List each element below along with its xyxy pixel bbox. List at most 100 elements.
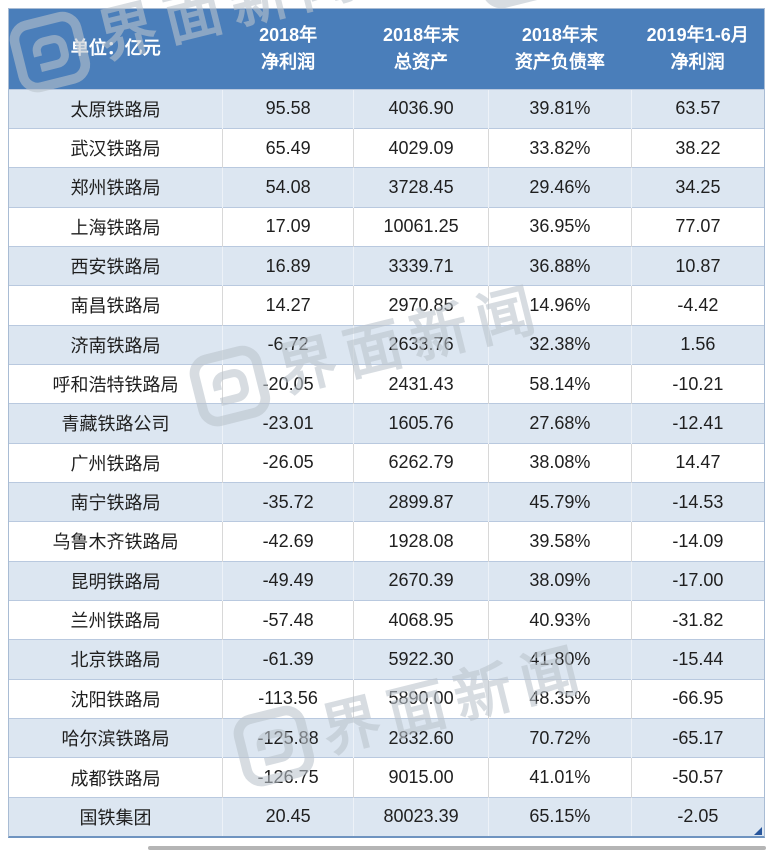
entity-name-cell: 武汉铁路局 bbox=[9, 127, 223, 168]
value-cell: 48.35% bbox=[487, 678, 632, 719]
value-cell: -113.56 bbox=[222, 678, 354, 719]
entity-name-cell: 乌鲁木齐铁路局 bbox=[9, 521, 223, 562]
value-cell: -61.39 bbox=[222, 639, 354, 680]
table-row: 沈阳铁路局 -113.56 5890.00 48.35% -66.95 bbox=[9, 678, 764, 719]
entity-name-cell: 成都铁路局 bbox=[9, 757, 223, 798]
value-cell: 38.22 bbox=[630, 127, 764, 168]
value-cell: -17.00 bbox=[630, 560, 764, 601]
table-row: 昆明铁路局 -49.49 2670.39 38.09% -17.00 bbox=[9, 560, 764, 601]
value-cell: 3728.45 bbox=[353, 167, 489, 208]
value-cell: 80023.39 bbox=[353, 796, 489, 836]
value-cell: 4068.95 bbox=[353, 599, 489, 640]
value-cell: 70.72% bbox=[487, 717, 632, 758]
value-cell: -14.53 bbox=[630, 481, 764, 522]
entity-name-cell: 上海铁路局 bbox=[9, 206, 223, 247]
table-row: 国铁集团 20.45 80023.39 65.15% -2.05 bbox=[9, 796, 764, 836]
table-row: 北京铁路局 -61.39 5922.30 41.80% -15.44 bbox=[9, 639, 764, 680]
value-cell: 38.08% bbox=[487, 442, 632, 483]
table-row: 哈尔滨铁路局 -125.88 2832.60 70.72% -65.17 bbox=[9, 717, 764, 758]
table-row: 成都铁路局 -126.75 9015.00 41.01% -50.57 bbox=[9, 757, 764, 798]
value-cell: -2.05 bbox=[630, 796, 764, 836]
value-cell: 63.57 bbox=[630, 88, 764, 129]
value-cell: 29.46% bbox=[487, 167, 632, 208]
value-cell: 14.96% bbox=[487, 285, 632, 326]
value-cell: 40.93% bbox=[487, 599, 632, 640]
value-cell: 2633.76 bbox=[353, 324, 489, 365]
value-cell: 65.49 bbox=[222, 127, 354, 168]
entity-name-cell: 广州铁路局 bbox=[9, 442, 223, 483]
table-row: 兰州铁路局 -57.48 4068.95 40.93% -31.82 bbox=[9, 599, 764, 640]
entity-name-cell: 西安铁路局 bbox=[9, 245, 223, 286]
entity-name-cell: 太原铁路局 bbox=[9, 88, 223, 129]
column-header-cell: 2018年末 总资产 bbox=[353, 9, 489, 89]
entity-name-cell: 北京铁路局 bbox=[9, 639, 223, 680]
value-cell: 2970.85 bbox=[353, 285, 489, 326]
entity-name-cell: 昆明铁路局 bbox=[9, 560, 223, 601]
value-cell: 32.38% bbox=[487, 324, 632, 365]
value-cell: 4036.90 bbox=[353, 88, 489, 129]
table-body: 太原铁路局 95.58 4036.90 39.81% 63.57 武汉铁路局 65.49 40… bbox=[9, 88, 764, 836]
value-cell: 41.01% bbox=[487, 757, 632, 798]
table-resize-handle[interactable] bbox=[754, 827, 762, 835]
value-cell: 1928.08 bbox=[353, 521, 489, 562]
entity-name-cell: 济南铁路局 bbox=[9, 324, 223, 365]
value-cell: 9015.00 bbox=[353, 757, 489, 798]
value-cell: 10061.25 bbox=[353, 206, 489, 247]
column-header-cell: 2018年 净利润 bbox=[222, 9, 354, 89]
column-header-cell: 2019年1-6月 净利润 bbox=[631, 9, 764, 89]
value-cell: 36.88% bbox=[487, 245, 632, 286]
data-table: 单位：亿元 2018年 净利润 2018年末 总资产 2018年末 资产负债率 2019年1-… bbox=[9, 9, 764, 836]
value-cell: 14.47 bbox=[630, 442, 764, 483]
entity-name-cell: 南宁铁路局 bbox=[9, 481, 223, 522]
value-cell: 17.09 bbox=[222, 206, 354, 247]
value-cell: -49.49 bbox=[222, 560, 354, 601]
horizontal-scrollbar-thumb[interactable] bbox=[148, 846, 766, 850]
unit-header-cell: 单位：亿元 bbox=[9, 9, 223, 89]
value-cell: -10.21 bbox=[630, 363, 764, 404]
value-cell: -42.69 bbox=[222, 521, 354, 562]
table-row: 郑州铁路局 54.08 3728.45 29.46% 34.25 bbox=[9, 167, 764, 208]
table-row: 上海铁路局 17.09 10061.25 36.95% 77.07 bbox=[9, 206, 764, 247]
value-cell: 4029.09 bbox=[353, 127, 489, 168]
table-header: 单位：亿元 2018年 净利润 2018年末 总资产 2018年末 资产负债率 2019年1-… bbox=[9, 9, 764, 89]
value-cell: -126.75 bbox=[222, 757, 354, 798]
table-row: 乌鲁木齐铁路局 -42.69 1928.08 39.58% -14.09 bbox=[9, 521, 764, 562]
value-cell: 77.07 bbox=[630, 206, 764, 247]
value-cell: -23.01 bbox=[222, 403, 354, 444]
value-cell: -4.42 bbox=[630, 285, 764, 326]
value-cell: -66.95 bbox=[630, 678, 764, 719]
value-cell: -35.72 bbox=[222, 481, 354, 522]
value-cell: 65.15% bbox=[487, 796, 632, 836]
value-cell: 33.82% bbox=[487, 127, 632, 168]
table-row: 济南铁路局 -6.72 2633.76 32.38% 1.56 bbox=[9, 324, 764, 365]
entity-name-cell: 青藏铁路公司 bbox=[9, 403, 223, 444]
value-cell: 54.08 bbox=[222, 167, 354, 208]
table-row: 青藏铁路公司 -23.01 1605.76 27.68% -12.41 bbox=[9, 403, 764, 444]
value-cell: -125.88 bbox=[222, 717, 354, 758]
entity-name-cell: 哈尔滨铁路局 bbox=[9, 717, 223, 758]
entity-name-cell: 兰州铁路局 bbox=[9, 599, 223, 640]
value-cell: -26.05 bbox=[222, 442, 354, 483]
value-cell: 1605.76 bbox=[353, 403, 489, 444]
value-cell: 2670.39 bbox=[353, 560, 489, 601]
value-cell: -6.72 bbox=[222, 324, 354, 365]
value-cell: 39.58% bbox=[487, 521, 632, 562]
value-cell: 6262.79 bbox=[353, 442, 489, 483]
value-cell: -50.57 bbox=[630, 757, 764, 798]
value-cell: 2832.60 bbox=[353, 717, 489, 758]
value-cell: 45.79% bbox=[487, 481, 632, 522]
value-cell: 41.80% bbox=[487, 639, 632, 680]
entity-name-cell: 郑州铁路局 bbox=[9, 167, 223, 208]
value-cell: 1.56 bbox=[630, 324, 764, 365]
header-row: 单位：亿元 2018年 净利润 2018年末 总资产 2018年末 资产负债率 2019年1-… bbox=[9, 9, 764, 89]
value-cell: -14.09 bbox=[630, 521, 764, 562]
value-cell: 38.09% bbox=[487, 560, 632, 601]
railway-finance-table: 单位：亿元 2018年 净利润 2018年末 总资产 2018年末 资产负债率 2019年1-… bbox=[8, 8, 765, 838]
value-cell: -20.05 bbox=[222, 363, 354, 404]
table-row: 武汉铁路局 65.49 4029.09 33.82% 38.22 bbox=[9, 127, 764, 168]
value-cell: 5890.00 bbox=[353, 678, 489, 719]
value-cell: -65.17 bbox=[630, 717, 764, 758]
value-cell: 16.89 bbox=[222, 245, 354, 286]
value-cell: 2431.43 bbox=[353, 363, 489, 404]
